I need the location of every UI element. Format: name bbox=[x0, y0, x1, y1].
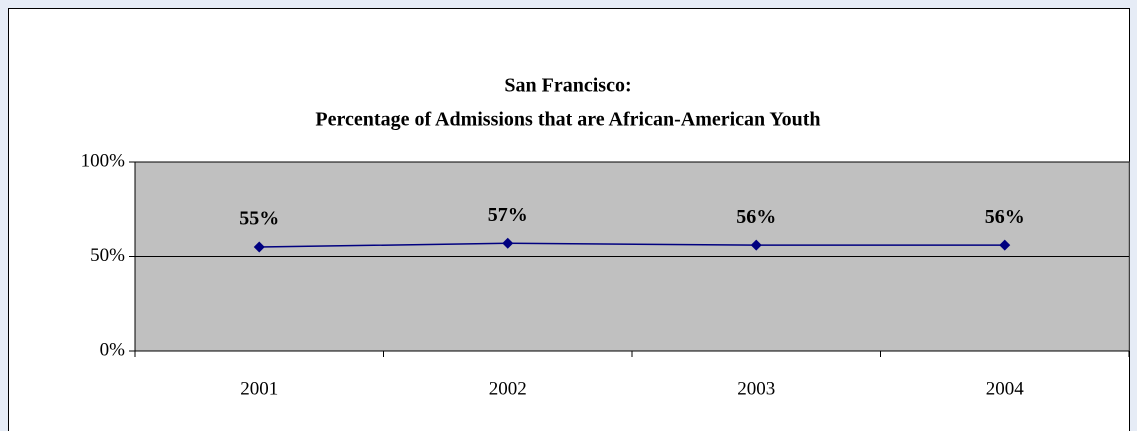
x-tick-label: 2001 bbox=[240, 378, 278, 399]
chart-subtitle: Percentage of Admissions that are Africa… bbox=[315, 109, 820, 131]
x-tick-label: 2004 bbox=[986, 378, 1025, 399]
chart-title: San Francisco: bbox=[504, 75, 631, 97]
x-tick-label: 2002 bbox=[489, 378, 527, 399]
data-point bbox=[502, 237, 514, 249]
data-point bbox=[253, 241, 265, 253]
data-label: 57% bbox=[488, 204, 528, 226]
data-label: 56% bbox=[736, 206, 776, 228]
y-tick-label: 0% bbox=[100, 339, 126, 360]
y-tick-label: 50% bbox=[90, 245, 125, 266]
x-tick-label: 2003 bbox=[737, 378, 775, 399]
data-line bbox=[259, 242, 1005, 248]
y-tick-label: 100% bbox=[81, 150, 126, 171]
data-point bbox=[750, 239, 762, 251]
data-label: 56% bbox=[985, 206, 1025, 228]
data-point bbox=[999, 239, 1011, 251]
data-label: 55% bbox=[239, 208, 279, 230]
